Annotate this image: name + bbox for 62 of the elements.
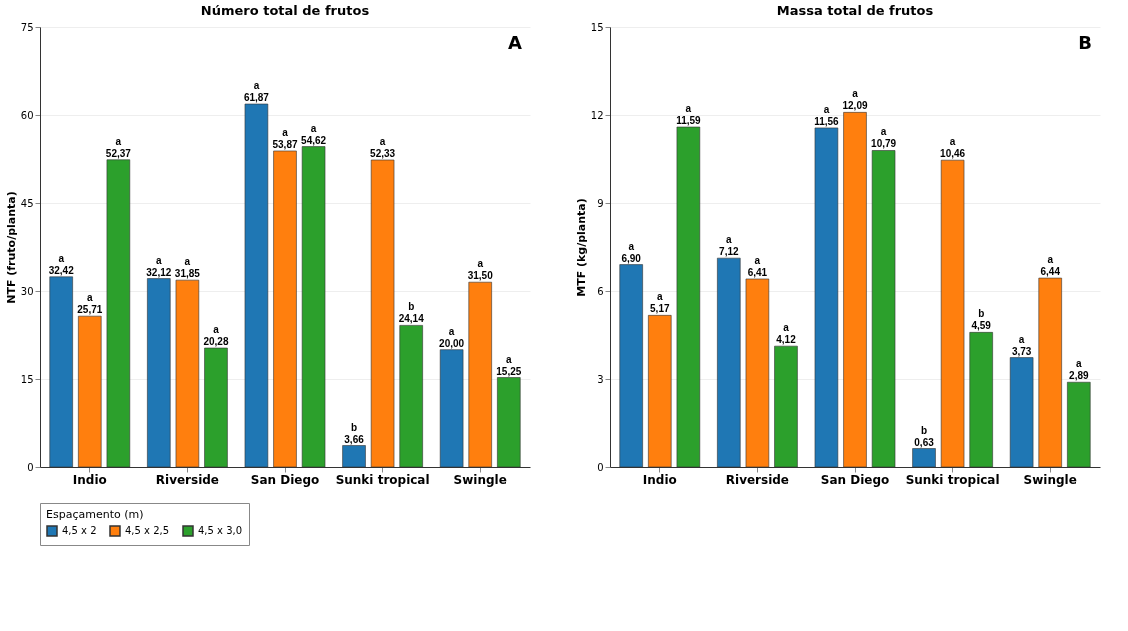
y-tick-label: 60	[20, 109, 34, 121]
data-label: a 20,00	[439, 325, 465, 349]
data-label: a 6,41	[747, 254, 768, 278]
data-label: b 4,59	[971, 308, 992, 332]
data-label: a 11,56	[814, 103, 840, 127]
x-tick-label: Swingle	[1023, 472, 1077, 487]
data-label: b 3,66	[344, 421, 365, 445]
data-label: a 5,17	[650, 291, 670, 315]
y-tick-label: 9	[597, 197, 604, 209]
y-tick-label: 45	[20, 197, 34, 209]
data-label: a 4,12	[776, 322, 797, 346]
data-label: a 15,25	[496, 353, 522, 377]
data-label: a 10,79	[871, 126, 897, 150]
data-label: a 25,71	[77, 292, 103, 316]
y-tick-label: 75	[20, 21, 34, 33]
data-label: b 0,63	[914, 424, 935, 448]
legend-title: Espaçamento (m)	[46, 508, 144, 521]
data-label: a 3,73	[1011, 333, 1032, 357]
x-tick-label: Sunki tropical	[905, 472, 1000, 487]
annotation: B	[1078, 32, 1092, 53]
x-tick-label: Swingle	[453, 472, 507, 487]
data-label: a 6,44	[1040, 254, 1061, 278]
data-label: a 20,28	[203, 324, 229, 348]
y-axis-title: NTF (fruto/planta)	[4, 191, 18, 304]
x-tick-label: Riverside	[155, 472, 219, 487]
data-label: a 54,62	[301, 122, 327, 146]
y-tick-label: 6	[597, 285, 604, 297]
data-label: a 2,89	[1069, 358, 1089, 382]
x-tick-label: Riverside	[725, 472, 789, 487]
data-label: a 52,33	[370, 136, 396, 159]
data-label: a 52,37	[105, 135, 132, 159]
legend-label: 4,5 x 2,5	[125, 525, 170, 536]
data-label: a 11,59	[676, 103, 702, 127]
data-label: a 32,12	[146, 254, 172, 278]
data-label: a 31,85	[174, 256, 201, 280]
y-tick-label: 3	[597, 373, 604, 385]
legend-label: 4,5 x 2	[62, 525, 97, 536]
y-axis-title: MTF (kg/planta)	[574, 198, 588, 297]
chart-title: Número total de frutos	[200, 3, 370, 18]
x-tick-label: San Diego	[250, 472, 320, 487]
data-label: a 32,42	[48, 252, 75, 276]
y-tick-label: 0	[27, 461, 34, 473]
y-tick-label: 30	[20, 285, 34, 297]
data-label: b 24,14	[398, 301, 425, 325]
chart-title: Massa total de frutos	[776, 3, 934, 18]
x-tick-label: Indio	[72, 472, 107, 487]
data-label: a 31,50	[467, 258, 494, 282]
x-tick-label: Indio	[642, 472, 677, 487]
y-tick-label: 15	[20, 373, 34, 385]
data-label: a 12,09	[842, 88, 868, 112]
y-tick-label: 15	[590, 21, 604, 33]
x-tick-label: San Diego	[820, 472, 890, 487]
data-label: a 10,46	[940, 136, 966, 160]
legend-label: 4,5 x 3,0	[198, 525, 243, 536]
y-tick-label: 0	[597, 461, 604, 473]
x-tick-label: Sunki tropical	[335, 472, 430, 487]
data-label: a 61,87	[243, 80, 270, 104]
y-tick-label: 12	[590, 109, 604, 121]
data-label: a 53,87	[272, 126, 298, 150]
data-label: a 6,90	[621, 240, 642, 264]
annotation: A	[508, 32, 523, 53]
data-label: a 7,12	[719, 234, 739, 258]
